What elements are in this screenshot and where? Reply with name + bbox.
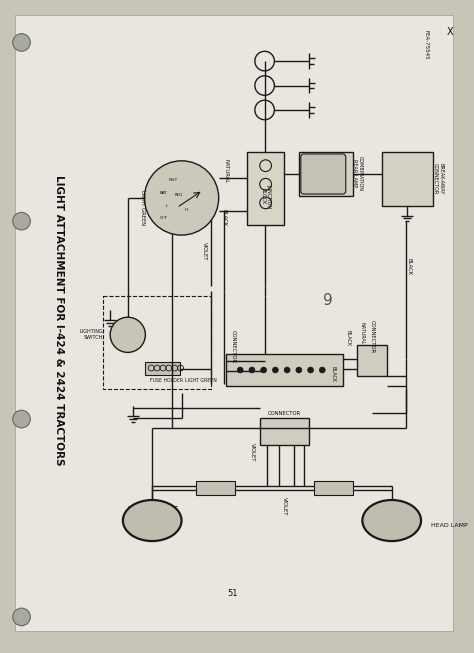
Text: COMBINATION
REAR LAMP: COMBINATION REAR LAMP xyxy=(352,156,363,191)
FancyBboxPatch shape xyxy=(299,152,353,196)
Text: VIOLET: VIOLET xyxy=(282,497,287,515)
Text: BLACK: BLACK xyxy=(330,366,336,382)
Text: HEAD LAMP: HEAD LAMP xyxy=(431,523,467,528)
Text: REG: REG xyxy=(174,193,183,197)
Circle shape xyxy=(296,367,302,373)
Text: NATURAL: NATURAL xyxy=(223,159,228,183)
Text: FUSE HOLDER: FUSE HOLDER xyxy=(150,378,183,383)
Text: 9: 9 xyxy=(323,293,333,308)
Circle shape xyxy=(237,367,243,373)
Circle shape xyxy=(13,34,30,51)
Text: BREAK-AWAY
CONNECTOR: BREAK-AWAY CONNECTOR xyxy=(432,163,443,194)
FancyBboxPatch shape xyxy=(357,345,387,376)
Text: BAT: BAT xyxy=(160,191,168,195)
Text: OFF: OFF xyxy=(160,215,168,219)
FancyBboxPatch shape xyxy=(382,152,433,206)
Text: L: L xyxy=(166,204,168,208)
Text: LIGHT GREEN: LIGHT GREEN xyxy=(185,378,217,383)
Text: CONNECTOR: CONNECTOR xyxy=(370,320,374,353)
Text: FEA-75545: FEA-75545 xyxy=(423,29,428,59)
Ellipse shape xyxy=(363,500,421,541)
Text: LIGHT GREEN: LIGHT GREEN xyxy=(140,190,145,225)
Circle shape xyxy=(13,608,30,626)
FancyBboxPatch shape xyxy=(15,15,453,631)
Circle shape xyxy=(145,161,219,235)
Text: INST: INST xyxy=(169,178,178,182)
Circle shape xyxy=(273,367,278,373)
Text: BLACK: BLACK xyxy=(221,209,226,226)
Circle shape xyxy=(249,367,255,373)
Text: LIGHTING
SWITCH: LIGHTING SWITCH xyxy=(80,329,103,340)
Text: VIOLET: VIOLET xyxy=(201,242,207,261)
Circle shape xyxy=(319,367,325,373)
Circle shape xyxy=(284,367,290,373)
FancyBboxPatch shape xyxy=(196,481,235,495)
Text: CONNECTOR: CONNECTOR xyxy=(268,411,301,415)
Circle shape xyxy=(308,367,313,373)
Circle shape xyxy=(13,212,30,230)
Ellipse shape xyxy=(123,500,182,541)
Circle shape xyxy=(261,367,266,373)
Text: VIOLET: VIOLET xyxy=(250,443,255,462)
Circle shape xyxy=(13,410,30,428)
Text: NATURAL: NATURAL xyxy=(360,322,365,344)
FancyBboxPatch shape xyxy=(260,418,309,445)
FancyBboxPatch shape xyxy=(313,481,353,495)
FancyBboxPatch shape xyxy=(247,152,284,225)
FancyBboxPatch shape xyxy=(146,362,180,375)
Circle shape xyxy=(110,317,146,353)
Text: BLACK: BLACK xyxy=(345,330,350,346)
Text: X: X xyxy=(447,27,454,37)
FancyBboxPatch shape xyxy=(301,154,346,194)
Text: 51: 51 xyxy=(227,590,237,598)
Text: JUNCTION
BLOCK: JUNCTION BLOCK xyxy=(260,184,271,208)
Text: BLACK: BLACK xyxy=(407,258,412,275)
Text: LIGHT ATTACHMENT FOR I-424 & 2424 TRACTORS: LIGHT ATTACHMENT FOR I-424 & 2424 TRACTO… xyxy=(55,175,64,466)
Text: HI: HI xyxy=(184,208,189,212)
Text: CONNECTOR: CONNECTOR xyxy=(231,330,236,363)
FancyBboxPatch shape xyxy=(226,355,343,386)
